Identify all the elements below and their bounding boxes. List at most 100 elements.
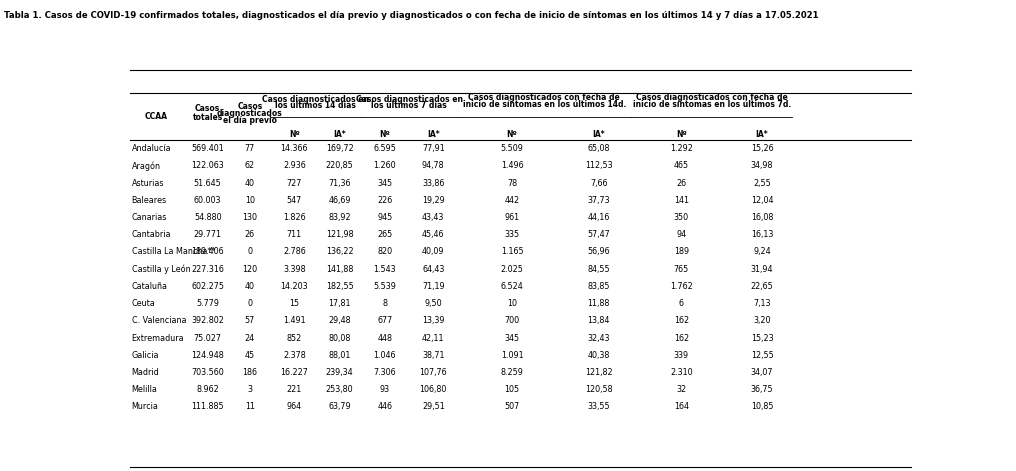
Text: Andalucía: Andalucía bbox=[132, 144, 172, 153]
Text: Galicia: Galicia bbox=[132, 351, 160, 360]
Text: Extremadura: Extremadura bbox=[132, 333, 184, 342]
Text: 221: 221 bbox=[287, 385, 302, 394]
Text: Casos diagnosticados en: Casos diagnosticados en bbox=[262, 95, 369, 104]
Text: 227.316: 227.316 bbox=[191, 265, 225, 274]
Text: 162: 162 bbox=[674, 333, 689, 342]
Text: 7,66: 7,66 bbox=[590, 179, 608, 187]
Text: 1.543: 1.543 bbox=[374, 265, 396, 274]
Text: 16,13: 16,13 bbox=[751, 230, 773, 239]
Text: 56,96: 56,96 bbox=[587, 247, 610, 256]
Text: 17: 17 bbox=[245, 454, 255, 463]
Text: 46,69: 46,69 bbox=[328, 196, 351, 205]
Text: 0,05: 0,05 bbox=[753, 437, 771, 446]
Text: 12,55: 12,55 bbox=[751, 351, 773, 360]
Text: 194.255: 194.255 bbox=[191, 437, 225, 446]
Text: 106,80: 106,80 bbox=[420, 385, 447, 394]
Text: 33,86: 33,86 bbox=[422, 179, 444, 187]
Text: 112,53: 112,53 bbox=[585, 161, 613, 171]
Text: 32: 32 bbox=[677, 385, 687, 394]
Text: 234: 234 bbox=[377, 454, 392, 463]
Text: 10,85: 10,85 bbox=[751, 402, 773, 412]
Text: Nº: Nº bbox=[289, 130, 300, 138]
Text: 6: 6 bbox=[679, 299, 684, 308]
Text: 507: 507 bbox=[504, 402, 519, 412]
Text: 13,84: 13,84 bbox=[587, 317, 610, 325]
Text: 77,44: 77,44 bbox=[422, 420, 445, 429]
Text: 45: 45 bbox=[245, 351, 255, 360]
Text: 29.771: 29.771 bbox=[194, 230, 221, 239]
Text: Casos: Casos bbox=[237, 102, 262, 111]
Text: 465: 465 bbox=[674, 161, 689, 171]
Text: 54.880: 54.880 bbox=[194, 213, 221, 222]
Text: 765: 765 bbox=[674, 265, 689, 274]
Text: 569.401: 569.401 bbox=[191, 144, 225, 153]
Text: 2.936: 2.936 bbox=[282, 161, 306, 171]
Text: 37,73: 37,73 bbox=[587, 196, 610, 205]
Text: 40,09: 40,09 bbox=[422, 247, 445, 256]
Text: 540: 540 bbox=[287, 454, 302, 463]
Text: 29,51: 29,51 bbox=[422, 402, 445, 412]
Text: 78: 78 bbox=[507, 179, 517, 187]
Text: 16,08: 16,08 bbox=[751, 213, 773, 222]
Text: 62: 62 bbox=[245, 161, 255, 171]
Text: 6.558: 6.558 bbox=[282, 437, 306, 446]
Text: 124.948: 124.948 bbox=[191, 351, 225, 360]
Text: 961: 961 bbox=[505, 213, 519, 222]
Text: 223: 223 bbox=[674, 420, 689, 429]
Text: 58: 58 bbox=[245, 420, 255, 429]
Text: 602.275: 602.275 bbox=[191, 282, 225, 291]
Text: los últimos 14 días: los últimos 14 días bbox=[275, 101, 356, 110]
Text: 12,04: 12,04 bbox=[751, 196, 773, 205]
Text: 1.165: 1.165 bbox=[501, 247, 523, 256]
Text: 3,20: 3,20 bbox=[753, 317, 771, 325]
Text: 34,98: 34,98 bbox=[751, 161, 773, 171]
Text: Ceuta: Ceuta bbox=[132, 299, 155, 308]
Text: 1.260: 1.260 bbox=[374, 161, 396, 171]
Text: 75.027: 75.027 bbox=[194, 333, 221, 342]
Text: 80,08: 80,08 bbox=[328, 333, 351, 342]
Text: 42,11: 42,11 bbox=[422, 333, 445, 342]
Text: 1.292: 1.292 bbox=[670, 144, 693, 153]
Text: 964: 964 bbox=[287, 402, 302, 412]
Text: Nº: Nº bbox=[380, 130, 390, 138]
Text: 30,32: 30,32 bbox=[751, 454, 773, 463]
Text: IA*: IA* bbox=[427, 130, 440, 138]
Text: 711: 711 bbox=[287, 230, 302, 239]
Text: 168,80: 168,80 bbox=[326, 454, 354, 463]
Text: 93: 93 bbox=[380, 385, 390, 394]
Text: 15,26: 15,26 bbox=[751, 144, 773, 153]
Text: Aragón: Aragón bbox=[132, 161, 161, 171]
Text: 31,94: 31,94 bbox=[751, 265, 773, 274]
Text: Castilla La Mancha**: Castilla La Mancha** bbox=[132, 247, 215, 256]
Text: 11,88: 11,88 bbox=[587, 299, 610, 308]
Text: 301: 301 bbox=[505, 454, 519, 463]
Text: 0: 0 bbox=[247, 299, 252, 308]
Text: 45,46: 45,46 bbox=[422, 230, 445, 239]
Text: 1.295: 1.295 bbox=[282, 420, 306, 429]
Text: Canarias: Canarias bbox=[132, 213, 167, 222]
Text: 73,14: 73,14 bbox=[422, 454, 445, 463]
Text: 136,22: 136,22 bbox=[326, 247, 354, 256]
Text: 2,55: 2,55 bbox=[753, 179, 771, 187]
Text: 40: 40 bbox=[245, 179, 255, 187]
Text: Casos: Casos bbox=[195, 104, 220, 113]
Text: Cantabria: Cantabria bbox=[132, 230, 172, 239]
Text: C. Valenciana: C. Valenciana bbox=[132, 317, 186, 325]
Text: 547: 547 bbox=[287, 196, 302, 205]
Text: IA*: IA* bbox=[333, 130, 345, 138]
Text: 10: 10 bbox=[245, 196, 255, 205]
Text: 10: 10 bbox=[507, 299, 517, 308]
Text: Castilla y León: Castilla y León bbox=[132, 264, 190, 274]
Text: 120: 120 bbox=[242, 265, 257, 274]
Text: 36,75: 36,75 bbox=[751, 385, 773, 394]
Text: 141: 141 bbox=[674, 196, 689, 205]
Text: 40: 40 bbox=[245, 282, 255, 291]
Text: 182,55: 182,55 bbox=[326, 282, 354, 291]
Text: 57,47: 57,47 bbox=[587, 230, 610, 239]
Text: 51.645: 51.645 bbox=[194, 179, 221, 187]
Text: 1.826: 1.826 bbox=[283, 213, 306, 222]
Text: 34,07: 34,07 bbox=[751, 368, 773, 377]
Text: 121,98: 121,98 bbox=[326, 230, 354, 239]
Text: 24: 24 bbox=[245, 333, 255, 342]
Text: 9,50: 9,50 bbox=[425, 299, 442, 308]
